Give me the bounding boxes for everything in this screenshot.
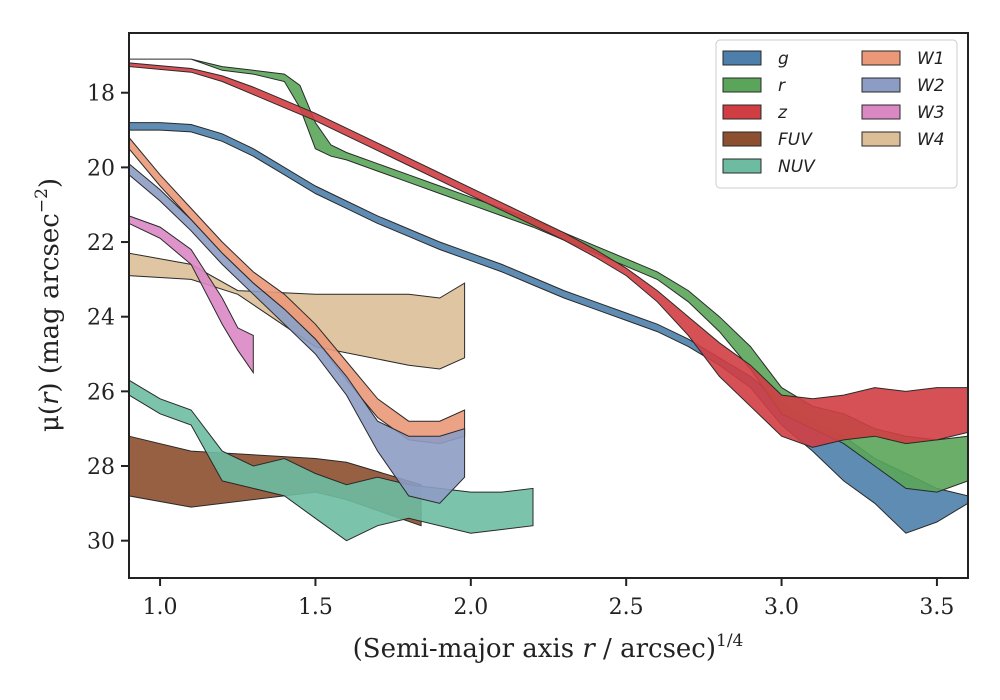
x-tick-label: 3.0 bbox=[764, 595, 799, 620]
y-axis-label: μ(r) (mag arcsec−2) bbox=[32, 178, 65, 432]
x-axis-ticks: 1.0 1.5 2.0 2.5 3.0 3.5 bbox=[143, 578, 954, 620]
x-tick-label: 1.5 bbox=[298, 595, 333, 620]
legend-label-nuv: NUV bbox=[778, 157, 816, 177]
legend-label-g: g bbox=[778, 49, 789, 69]
legend-swatch-w4 bbox=[861, 131, 901, 147]
legend-label-w4: W4 bbox=[917, 130, 945, 150]
legend-swatch-r bbox=[722, 77, 762, 93]
plot-frame bbox=[128, 32, 969, 579]
legend-swatch-w3 bbox=[861, 104, 901, 120]
y-axis-label-exponent: −2 bbox=[32, 188, 52, 213]
y-tick-label: 28 bbox=[87, 455, 115, 480]
series-bands bbox=[128, 58, 969, 542]
y-axis-label-prefix: μ( bbox=[35, 405, 65, 432]
legend-frame bbox=[715, 39, 958, 189]
band-w2 bbox=[128, 162, 466, 504]
x-tick-label: 3.5 bbox=[919, 595, 954, 620]
legend-swatch-w1 bbox=[861, 50, 901, 66]
legend-label-w2: W2 bbox=[917, 76, 945, 96]
y-tick-label: 24 bbox=[87, 306, 115, 331]
legend-swatch-fuv bbox=[722, 131, 762, 147]
legend-label-z: z bbox=[777, 103, 788, 123]
y-tick-label: 20 bbox=[87, 156, 115, 181]
x-axis-label-prefix: (Semi-major axis bbox=[353, 634, 583, 664]
legend-label-fuv: FUV bbox=[778, 130, 813, 150]
x-tick-label: 2.5 bbox=[609, 595, 644, 620]
y-axis-label-mid: ) (mag arcsec bbox=[35, 213, 65, 392]
legend-swatch-nuv bbox=[722, 158, 762, 174]
legend: grz FUV NUV W1 W2 W3 W4 bbox=[715, 39, 958, 189]
x-axis-label-var: r bbox=[582, 634, 596, 664]
y-axis-label-close: ) bbox=[35, 178, 65, 188]
legend-label-w3: W3 bbox=[917, 103, 945, 123]
y-tick-label: 22 bbox=[87, 231, 115, 256]
y-tick-label: 30 bbox=[87, 530, 115, 555]
legend-label-w1: W1 bbox=[917, 49, 945, 69]
legend-label-r: r bbox=[778, 76, 786, 96]
y-tick-label: 18 bbox=[87, 82, 115, 107]
legend-swatch-w2 bbox=[861, 77, 901, 93]
x-axis-label: (Semi-major axis r / arcsec)1/4 bbox=[353, 631, 744, 664]
legend-swatch-z bbox=[722, 104, 762, 120]
x-axis-label-suffix: / arcsec) bbox=[595, 634, 716, 664]
band-w3 bbox=[128, 215, 254, 375]
y-tick-label: 26 bbox=[87, 380, 115, 405]
y-axis-label-var: r bbox=[35, 391, 65, 405]
legend-swatch-g bbox=[722, 50, 762, 66]
x-axis-label-exponent: 1/4 bbox=[716, 631, 743, 651]
x-tick-label: 1.0 bbox=[143, 595, 178, 620]
x-tick-label: 2.0 bbox=[453, 595, 488, 620]
y-axis-ticks: 18 20 22 24 26 28 30 bbox=[87, 82, 129, 555]
